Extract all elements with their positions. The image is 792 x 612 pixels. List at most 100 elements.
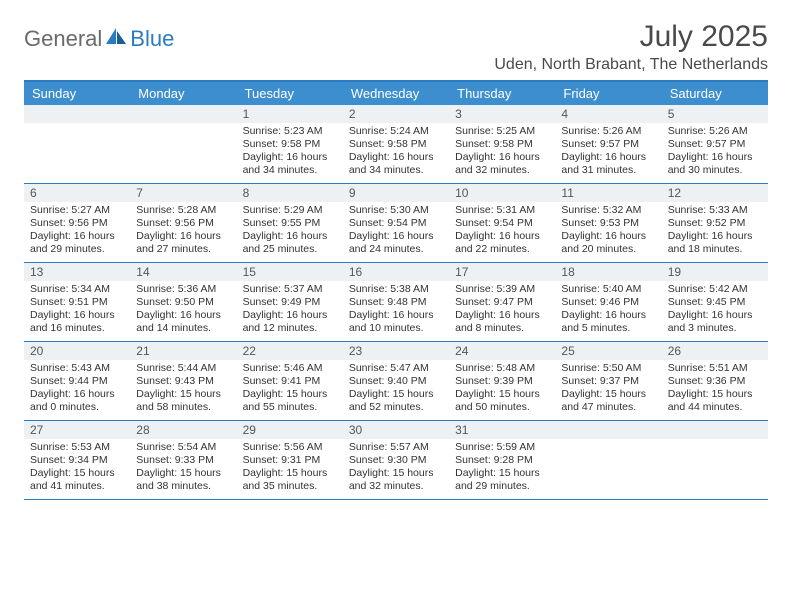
daylight-text: Daylight: 16 hours and 5 minutes.	[561, 309, 655, 335]
date-number: 15	[237, 263, 343, 281]
date-number: 18	[555, 263, 661, 281]
calendar-cell: 17Sunrise: 5:39 AMSunset: 9:47 PMDayligh…	[449, 263, 555, 341]
calendar-cell	[24, 105, 130, 183]
daylight-text: Daylight: 16 hours and 32 minutes.	[455, 151, 549, 177]
weekday-saturday: Saturday	[662, 82, 768, 105]
calendar-cell: 27Sunrise: 5:53 AMSunset: 9:34 PMDayligh…	[24, 421, 130, 499]
sunset-text: Sunset: 9:30 PM	[349, 454, 443, 467]
calendar-week: 20Sunrise: 5:43 AMSunset: 9:44 PMDayligh…	[24, 342, 768, 421]
day-details: Sunrise: 5:40 AMSunset: 9:46 PMDaylight:…	[555, 281, 661, 340]
sunset-text: Sunset: 9:44 PM	[30, 375, 124, 388]
date-number: 5	[662, 105, 768, 123]
day-details: Sunrise: 5:29 AMSunset: 9:55 PMDaylight:…	[237, 202, 343, 261]
sunset-text: Sunset: 9:39 PM	[455, 375, 549, 388]
daylight-text: Daylight: 15 hours and 32 minutes.	[349, 467, 443, 493]
sunrise-text: Sunrise: 5:51 AM	[668, 362, 762, 375]
daylight-text: Daylight: 15 hours and 52 minutes.	[349, 388, 443, 414]
weekday-thursday: Thursday	[449, 82, 555, 105]
sunset-text: Sunset: 9:51 PM	[30, 296, 124, 309]
weekday-tuesday: Tuesday	[237, 82, 343, 105]
day-details: Sunrise: 5:50 AMSunset: 9:37 PMDaylight:…	[555, 360, 661, 419]
date-number: 12	[662, 184, 768, 202]
sunset-text: Sunset: 9:52 PM	[668, 217, 762, 230]
calendar-cell: 29Sunrise: 5:56 AMSunset: 9:31 PMDayligh…	[237, 421, 343, 499]
sunrise-text: Sunrise: 5:50 AM	[561, 362, 655, 375]
date-number: 26	[662, 342, 768, 360]
daylight-text: Daylight: 16 hours and 8 minutes.	[455, 309, 549, 335]
calendar-cell: 7Sunrise: 5:28 AMSunset: 9:56 PMDaylight…	[130, 184, 236, 262]
day-details: Sunrise: 5:43 AMSunset: 9:44 PMDaylight:…	[24, 360, 130, 419]
sunrise-text: Sunrise: 5:23 AM	[243, 125, 337, 138]
calendar-week: 1Sunrise: 5:23 AMSunset: 9:58 PMDaylight…	[24, 105, 768, 184]
day-details: Sunrise: 5:34 AMSunset: 9:51 PMDaylight:…	[24, 281, 130, 340]
date-number: 31	[449, 421, 555, 439]
calendar-week: 6Sunrise: 5:27 AMSunset: 9:56 PMDaylight…	[24, 184, 768, 263]
day-details: Sunrise: 5:51 AMSunset: 9:36 PMDaylight:…	[662, 360, 768, 419]
logo: General Blue	[24, 20, 174, 52]
day-details: Sunrise: 5:59 AMSunset: 9:28 PMDaylight:…	[449, 439, 555, 498]
calendar-cell: 16Sunrise: 5:38 AMSunset: 9:48 PMDayligh…	[343, 263, 449, 341]
sunset-text: Sunset: 9:53 PM	[561, 217, 655, 230]
day-details: Sunrise: 5:23 AMSunset: 9:58 PMDaylight:…	[237, 123, 343, 182]
sunset-text: Sunset: 9:40 PM	[349, 375, 443, 388]
calendar-cell	[555, 421, 661, 499]
calendar-cell: 5Sunrise: 5:26 AMSunset: 9:57 PMDaylight…	[662, 105, 768, 183]
calendar-cell	[662, 421, 768, 499]
calendar-cell: 3Sunrise: 5:25 AMSunset: 9:58 PMDaylight…	[449, 105, 555, 183]
sunrise-text: Sunrise: 5:56 AM	[243, 441, 337, 454]
date-number: 24	[449, 342, 555, 360]
sunrise-text: Sunrise: 5:33 AM	[668, 204, 762, 217]
daylight-text: Daylight: 16 hours and 24 minutes.	[349, 230, 443, 256]
calendar-cell: 12 Sunrise: 5:33 AMSunset: 9:52 PMDayligh…	[662, 184, 768, 262]
weekday-monday: Monday	[130, 82, 236, 105]
date-number: 8	[237, 184, 343, 202]
sunrise-text: Sunrise: 5:25 AM	[455, 125, 549, 138]
daylight-text: Daylight: 16 hours and 3 minutes.	[668, 309, 762, 335]
sunset-text: Sunset: 9:47 PM	[455, 296, 549, 309]
daylight-text: Daylight: 15 hours and 55 minutes.	[243, 388, 337, 414]
daylight-text: Daylight: 15 hours and 29 minutes.	[455, 467, 549, 493]
date-number: 25	[555, 342, 661, 360]
daylight-text: Daylight: 16 hours and 18 minutes.	[668, 230, 762, 256]
sunrise-text: Sunrise: 5:24 AM	[349, 125, 443, 138]
sunrise-text: Sunrise: 5:59 AM	[455, 441, 549, 454]
calendar-cell: 15Sunrise: 5:37 AMSunset: 9:49 PMDayligh…	[237, 263, 343, 341]
sunrise-text: Sunrise: 5:44 AM	[136, 362, 230, 375]
daylight-text: Daylight: 16 hours and 34 minutes.	[243, 151, 337, 177]
sunset-text: Sunset: 9:58 PM	[349, 138, 443, 151]
calendar-cell: 13Sunrise: 5:34 AMSunset: 9:51 PMDayligh…	[24, 263, 130, 341]
sunset-text: Sunset: 9:36 PM	[668, 375, 762, 388]
calendar-cell: 22Sunrise: 5:46 AMSunset: 9:41 PMDayligh…	[237, 342, 343, 420]
calendar-cell: 21Sunrise: 5:44 AMSunset: 9:43 PMDayligh…	[130, 342, 236, 420]
sunrise-text: Sunrise: 5:30 AM	[349, 204, 443, 217]
date-number: 14	[130, 263, 236, 281]
sunset-text: Sunset: 9:43 PM	[136, 375, 230, 388]
date-number: 9	[343, 184, 449, 202]
day-details: Sunrise: 5:26 AMSunset: 9:57 PMDaylight:…	[555, 123, 661, 182]
date-number: 19	[662, 263, 768, 281]
daylight-text: Daylight: 16 hours and 31 minutes.	[561, 151, 655, 177]
sunset-text: Sunset: 9:55 PM	[243, 217, 337, 230]
calendar-cell: 8Sunrise: 5:29 AMSunset: 9:55 PMDaylight…	[237, 184, 343, 262]
calendar-cell: 9Sunrise: 5:30 AMSunset: 9:54 PMDaylight…	[343, 184, 449, 262]
sunset-text: Sunset: 9:48 PM	[349, 296, 443, 309]
date-number: 17	[449, 263, 555, 281]
calendar-cell: 31Sunrise: 5:59 AMSunset: 9:28 PMDayligh…	[449, 421, 555, 499]
day-details: Sunrise: 5:24 AMSunset: 9:58 PMDaylight:…	[343, 123, 449, 182]
location: Uden, North Brabant, The Netherlands	[494, 56, 768, 74]
day-details: Sunrise: 5:42 AMSunset: 9:45 PMDaylight:…	[662, 281, 768, 340]
calendar-cell: 11Sunrise: 5:32 AMSunset: 9:53 PMDayligh…	[555, 184, 661, 262]
date-number	[24, 105, 130, 123]
day-details: Sunrise: 5:26 AMSunset: 9:57 PMDaylight:…	[662, 123, 768, 182]
sunset-text: Sunset: 9:34 PM	[30, 454, 124, 467]
day-details: Sunrise: 5:38 AMSunset: 9:48 PMDaylight:…	[343, 281, 449, 340]
sunset-text: Sunset: 9:41 PM	[243, 375, 337, 388]
sunset-text: Sunset: 9:33 PM	[136, 454, 230, 467]
sunrise-text: Sunrise: 5:40 AM	[561, 283, 655, 296]
sunrise-text: Sunrise: 5:54 AM	[136, 441, 230, 454]
sunset-text: Sunset: 9:28 PM	[455, 454, 549, 467]
sunset-text: Sunset: 9:54 PM	[455, 217, 549, 230]
sunrise-text: Sunrise: 5:28 AM	[136, 204, 230, 217]
date-number: 21	[130, 342, 236, 360]
date-number: 13	[24, 263, 130, 281]
